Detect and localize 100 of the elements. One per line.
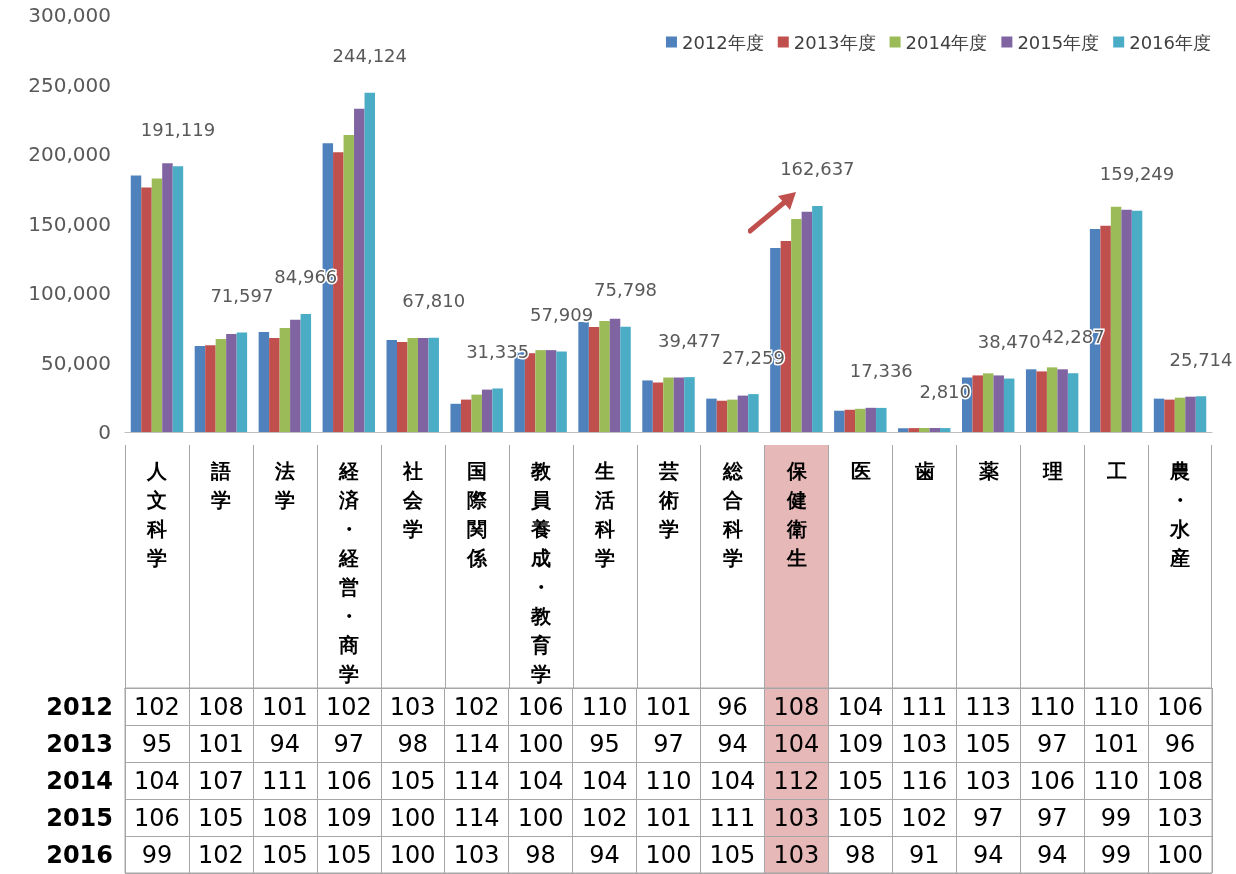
data-label: 102	[901, 803, 948, 832]
data-label: 17,336	[849, 360, 913, 382]
data-label: 99	[1100, 840, 1132, 869]
bar	[1121, 209, 1132, 432]
data-label: 39,477	[657, 329, 721, 351]
data-label: 94	[269, 729, 301, 758]
data-label: 105	[965, 729, 1012, 758]
data-label: 104	[709, 766, 756, 795]
data-label: 94	[717, 729, 748, 758]
data-label: 111	[709, 803, 756, 832]
data-label: 102	[325, 692, 372, 721]
bar	[141, 187, 152, 432]
bar	[343, 134, 355, 432]
data-label: 104	[581, 766, 628, 795]
bar	[397, 342, 408, 432]
data-label: 103	[901, 729, 948, 758]
x-tick-label: 法学	[274, 458, 297, 514]
bar	[673, 377, 685, 432]
bar	[386, 340, 398, 432]
bar	[481, 389, 493, 432]
data-label: 105	[325, 840, 372, 869]
data-label: 104	[517, 766, 564, 795]
data-label: 97	[1036, 729, 1068, 758]
data-label: 105	[837, 766, 884, 795]
y-tick-label: 2014	[46, 766, 113, 795]
data-label: 102	[198, 840, 244, 869]
x-tick-label: 理	[1041, 458, 1064, 485]
bar	[130, 175, 142, 432]
data-label: 106	[325, 766, 372, 795]
bar	[1036, 371, 1047, 432]
data-label: 100	[389, 840, 436, 869]
bar	[1131, 210, 1143, 432]
y-tick-label: 300,000	[28, 3, 111, 27]
bar	[855, 408, 866, 432]
data-label: 97	[1036, 803, 1068, 832]
data-label: 106	[1029, 766, 1076, 795]
data-label: 25,714	[1169, 348, 1233, 370]
bar	[460, 399, 472, 432]
bar	[194, 346, 206, 432]
bar	[578, 321, 589, 432]
bar	[492, 388, 503, 432]
data-label: 102	[453, 692, 500, 721]
data-label: 101	[198, 729, 244, 758]
bar	[1046, 367, 1058, 432]
data-label: 71,597	[210, 284, 274, 306]
data-label: 159,249	[1099, 163, 1175, 185]
bar	[652, 382, 664, 432]
data-label: 38,470	[977, 331, 1041, 353]
data-label: 105	[837, 803, 884, 832]
data-label: 108	[1157, 766, 1203, 795]
x-tick-label: 経済・経営・商学	[338, 458, 361, 688]
data-label: 105	[261, 840, 308, 869]
data-label: 31,335	[466, 340, 530, 362]
data-label: 114	[453, 803, 500, 832]
data-label: 103	[389, 692, 436, 721]
y-tick-label: 0	[98, 420, 111, 444]
data-label: 100	[517, 729, 564, 758]
data-label: 105	[389, 766, 436, 795]
data-label: 104	[134, 766, 180, 795]
data-label: 103	[1157, 803, 1203, 832]
bar	[215, 339, 227, 432]
x-tick-label: 医	[849, 458, 872, 485]
x-tick-label: 薬	[977, 458, 1000, 485]
data-label: 106	[134, 803, 180, 832]
data-label: 94	[589, 840, 620, 869]
bar	[599, 320, 610, 432]
data-label: 110	[1093, 692, 1139, 721]
y-tick-label: 2016	[46, 840, 113, 869]
data-label: 101	[645, 803, 692, 832]
bar	[1057, 369, 1068, 432]
y-tick-label: 100,000	[28, 281, 111, 305]
data-label: 100	[1157, 840, 1203, 869]
bar	[162, 163, 173, 432]
bar	[258, 331, 270, 432]
legend-label: 2012年度	[681, 31, 764, 53]
bar	[1110, 206, 1122, 432]
bar	[1185, 396, 1196, 432]
data-label: 110	[645, 766, 692, 795]
data-label: 97	[333, 729, 365, 758]
bar	[300, 313, 312, 432]
data-label: 114	[453, 766, 500, 795]
data-label: 97	[972, 803, 1004, 832]
data-label: 103	[965, 766, 1012, 795]
bar	[609, 318, 621, 432]
data-label: 94	[972, 840, 1004, 869]
data-label: 114	[453, 729, 500, 758]
data-label: 101	[261, 692, 308, 721]
bar	[865, 407, 877, 432]
data-label: 94	[1036, 840, 1068, 869]
bar	[876, 407, 887, 432]
data-label: 103	[773, 803, 820, 832]
data-label: 100	[645, 840, 692, 869]
x-tick-label: 工	[1105, 458, 1128, 485]
bar	[556, 351, 567, 432]
bar	[919, 427, 930, 432]
bar	[929, 427, 940, 432]
bar	[354, 108, 365, 432]
x-tick-label: 芸術学	[657, 458, 680, 543]
data-label: 91	[908, 840, 940, 869]
bar	[290, 319, 301, 432]
